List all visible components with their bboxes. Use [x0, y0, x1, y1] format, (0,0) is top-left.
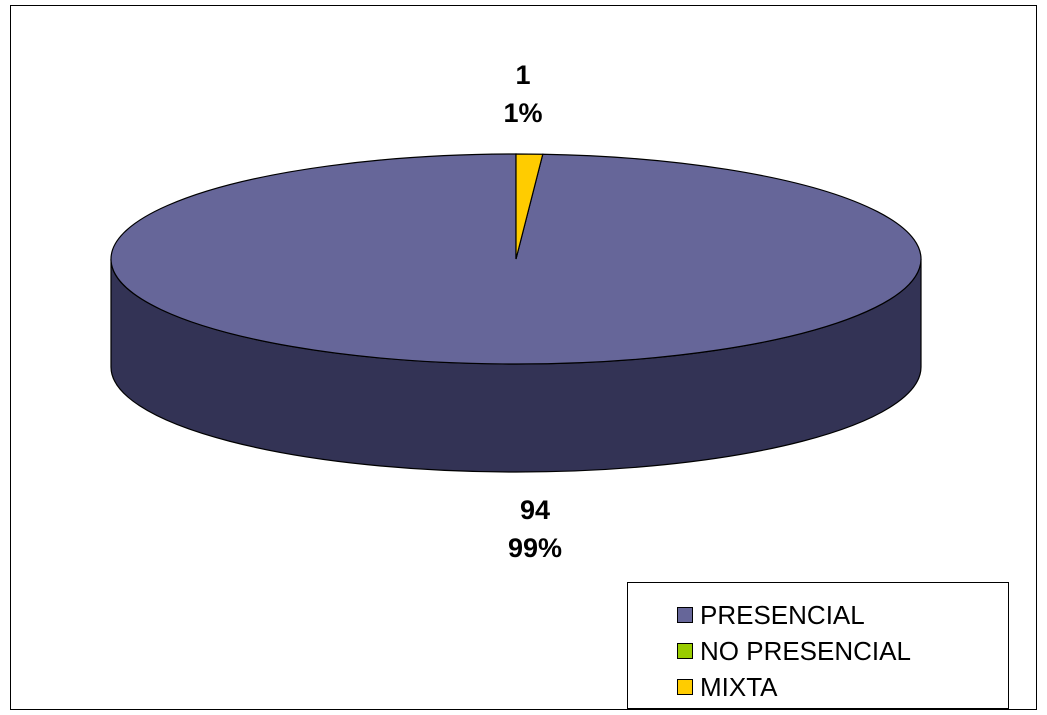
- legend-item-no-presencial: NO PRESENCIAL: [677, 633, 1008, 669]
- legend: PRESENCIAL NO PRESENCIAL MIXTA: [627, 582, 1009, 709]
- legend-label-no-presencial: NO PRESENCIAL: [700, 635, 911, 666]
- data-label-mixta-percent: 1%: [503, 98, 543, 128]
- data-label-presencial-value: 94: [519, 495, 551, 525]
- legend-item-mixta: MIXTA: [677, 669, 1008, 705]
- data-label-presencial: 94 99%: [465, 491, 605, 567]
- legend-swatch-presencial: [677, 607, 693, 623]
- data-label-mixta: 1 1%: [453, 56, 593, 132]
- legend-label-mixta: MIXTA: [700, 671, 778, 702]
- legend-label-presencial: PRESENCIAL: [700, 599, 865, 630]
- legend-swatch-no-presencial: [677, 643, 693, 659]
- pie-chart: [110, 153, 922, 473]
- pie-slice-mixta: [515, 153, 544, 260]
- legend-swatch-mixta: [677, 679, 693, 695]
- data-label-presencial-percent: 99%: [507, 533, 563, 563]
- data-label-mixta-value: 1: [515, 60, 531, 90]
- chart-area: 1 1% 94 99% PRESENCIAL NO PRESENCIAL MIX…: [10, 5, 1037, 710]
- legend-item-presencial: PRESENCIAL: [677, 597, 1008, 633]
